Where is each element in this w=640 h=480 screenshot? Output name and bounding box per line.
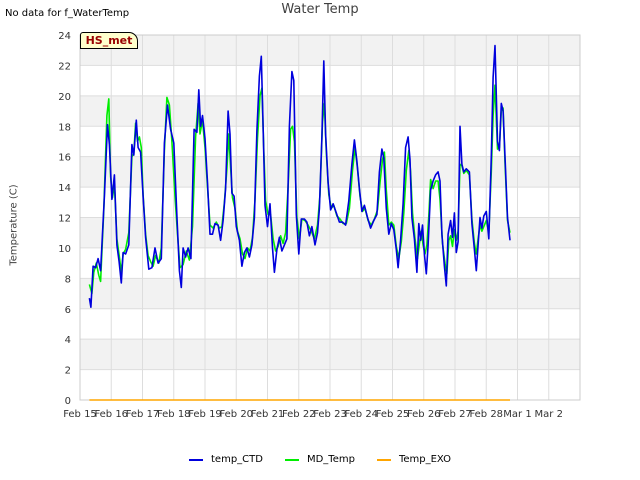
x-tick-label: Feb 26 xyxy=(407,409,441,420)
legend-label-md-temp: MD_Temp xyxy=(306,454,355,465)
y-tick-label: 2 xyxy=(65,366,71,377)
x-tick-label: Mar 2 xyxy=(535,409,563,420)
y-tick-label: 20 xyxy=(58,92,71,103)
legend-swatch-temp-exo xyxy=(376,458,391,461)
x-tick-label: Feb 27 xyxy=(438,409,472,420)
legend-swatch-temp-ctd xyxy=(189,458,203,461)
x-tick-label: Mar 1 xyxy=(503,409,531,420)
y-tick-label: 10 xyxy=(58,244,71,255)
x-tick-label: Feb 25 xyxy=(376,409,410,420)
x-tick-label: Feb 28 xyxy=(469,409,503,420)
y-axis-label: Temperature (C) xyxy=(8,184,20,266)
y-tick-label: 16 xyxy=(58,153,71,164)
y-tick-label: 12 xyxy=(58,214,71,225)
y-tick-label: 0 xyxy=(65,396,71,407)
y-tick-label: 22 xyxy=(58,61,71,72)
y-tick-label: 18 xyxy=(58,122,71,133)
x-tick-label: Feb 16 xyxy=(94,409,128,420)
x-tick-label: Feb 23 xyxy=(313,409,347,420)
x-tick-label: Feb 17 xyxy=(126,409,160,420)
site-badge: HS_met xyxy=(80,32,138,49)
legend-label-temp-exo: Temp_EXO xyxy=(398,454,451,465)
series-lines xyxy=(88,44,511,401)
x-tick-label: Feb 18 xyxy=(157,409,191,420)
legend-item-md-temp: MD_Temp xyxy=(284,454,355,465)
y-tick-label: 8 xyxy=(65,274,71,285)
legend-swatch-md-temp xyxy=(284,458,299,461)
y-tick-label: 6 xyxy=(65,305,71,316)
legend-label-temp-ctd: temp_CTD xyxy=(211,454,263,465)
chart-title: Water Temp xyxy=(281,2,359,17)
y-tick-label: 14 xyxy=(58,183,71,194)
legend-item-temp-exo: Temp_EXO xyxy=(376,454,451,465)
legend-item-temp-ctd: temp_CTD xyxy=(189,454,263,465)
x-tick-label: Feb 15 xyxy=(63,409,97,420)
y-tick-label: 24 xyxy=(58,31,71,42)
no-data-note: No data for f_WaterTemp xyxy=(5,8,130,19)
x-tick-label: Feb 21 xyxy=(251,409,285,420)
y-tick-label: 4 xyxy=(65,335,71,346)
x-tick-label: Feb 22 xyxy=(282,409,316,420)
x-tick-label: Feb 20 xyxy=(219,409,253,420)
series-line-temp-ctd xyxy=(88,44,511,308)
x-tick-label: Feb 24 xyxy=(344,409,378,420)
legend: temp_CTD MD_Temp Temp_EXO xyxy=(0,454,640,465)
x-tick-label: Feb 19 xyxy=(188,409,222,420)
